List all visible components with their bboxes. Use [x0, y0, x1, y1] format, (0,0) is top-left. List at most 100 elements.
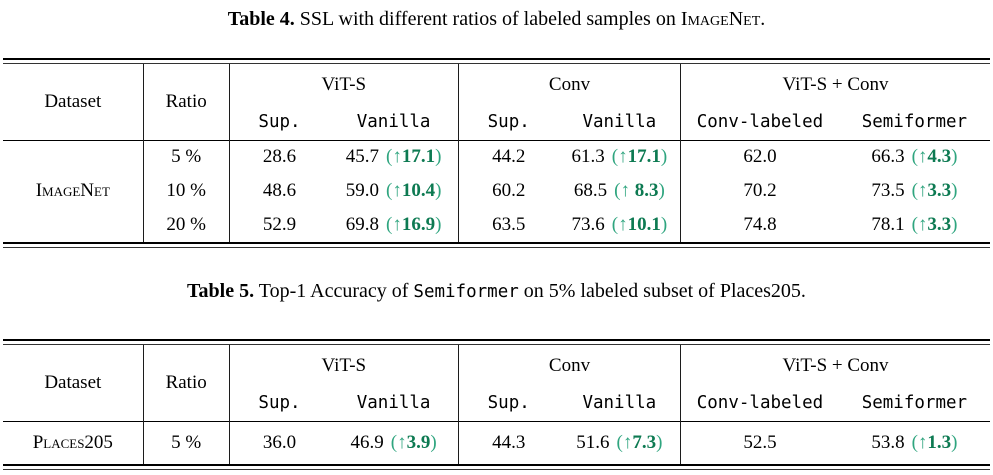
cell-vit-vanilla: 69.8 (↑16.9)	[329, 208, 459, 242]
column-header-conv-labeled: Conv-labeled	[696, 112, 824, 133]
value: 68.5	[573, 180, 608, 201]
cell-conv-sup: 44.2	[492, 146, 526, 168]
cell-vit-sup: 28.6	[262, 146, 297, 168]
column-header-conv-labeled: Conv-labeled	[696, 393, 824, 414]
table-row: 10 % 48.6 59.0 (↑10.4) 60.2 68.5 (↑ 8.3) 7…	[3, 174, 990, 208]
up-arrow-icon: ↑	[618, 214, 628, 235]
value: 53.8	[871, 431, 905, 453]
close-paren: )	[660, 146, 668, 168]
column-header-conv-vanilla: Vanilla	[558, 386, 682, 421]
close-paren: )	[430, 431, 437, 453]
value: 69.8	[345, 214, 380, 235]
table-4-top-rule	[3, 58, 990, 64]
table-5-caption-label: Table 5.	[187, 280, 255, 302]
open-paren: (	[911, 214, 918, 235]
table-4-header: Dataset Ratio ViT-S Conv ViT-S + Conv Su…	[3, 64, 990, 140]
close-paren: )	[951, 146, 958, 168]
close-paren: )	[656, 431, 663, 453]
column-header-vit-sup: Sup.	[258, 393, 301, 414]
cell-vit-sup: 48.6	[262, 180, 297, 201]
gain-value: 16.9	[401, 214, 436, 235]
close-paren: )	[951, 180, 958, 201]
column-header-conv-sup: Sup.	[487, 112, 530, 133]
close-paren: )	[435, 180, 442, 201]
cell-conv-labeled: 70.2	[743, 180, 777, 201]
table-5-caption-semiformer: Semiformer	[413, 282, 519, 302]
value: 78.1	[871, 214, 905, 235]
up-arrow-icon: ↑	[392, 180, 402, 201]
cell-ratio: 5 %	[143, 421, 230, 464]
gain-value: 17.1	[401, 146, 436, 168]
table-row: ImageNet 5 % 28.6 45.7 (↑17.1) 44.2 61.3(…	[3, 140, 990, 242]
table-4-grid: Dataset Ratio ViT-S Conv ViT-S + Conv Su…	[3, 64, 990, 242]
up-arrow-icon: ↑	[618, 146, 628, 168]
value: 73.6	[571, 214, 605, 235]
header-group-row: Dataset Ratio ViT-S Conv ViT-S + Conv	[3, 64, 990, 140]
cell-semiformer: 66.3 (↑4.3)	[839, 140, 990, 174]
open-paren: (	[390, 431, 398, 453]
cell-vit-sup: 36.0	[262, 431, 297, 453]
up-arrow-icon: ↑	[917, 214, 928, 235]
gain-value: 3.3	[927, 214, 952, 235]
column-header-vit-vanilla: Vanilla	[329, 105, 459, 140]
column-header-semiformer: Semiformer	[861, 393, 968, 414]
gain-value: 7.3	[632, 431, 657, 453]
open-paren: (	[386, 180, 393, 201]
column-header-ratio: Ratio	[143, 64, 230, 140]
cell-conv-labeled: 52.5	[743, 431, 777, 453]
open-paren: (	[611, 214, 619, 235]
gain-badge: (↑16.9)	[386, 214, 441, 235]
open-paren: (	[614, 180, 621, 201]
up-arrow-icon: ↑	[620, 180, 630, 201]
gain-badge: (↑17.1)	[612, 146, 667, 167]
cell-conv-sup: 44.3	[492, 431, 526, 453]
up-arrow-icon: ↑	[917, 431, 928, 453]
gain-badge: (↑1.3)	[912, 432, 958, 453]
column-header-semiformer: Semiformer	[861, 112, 968, 133]
gain-badge: (↑3.3)	[912, 180, 958, 201]
close-paren: )	[951, 431, 958, 453]
gain-badge: (↑7.3)	[616, 432, 662, 453]
table-5-caption-text: Top-1 Accuracy of	[258, 280, 414, 302]
gain-badge: (↑10.1)	[612, 214, 667, 235]
cell-conv-labeled: 62.0	[743, 146, 777, 168]
cell-semiformer: 73.5 (↑3.3)	[839, 174, 990, 208]
group-header-vits-conv: ViT-S + Conv	[782, 73, 889, 95]
column-header-conv-sup: Sup.	[487, 393, 530, 414]
table-4-body: ImageNet 5 % 28.6 45.7 (↑17.1) 44.2 61.3(…	[3, 140, 990, 242]
table-5-bottom-rule	[3, 464, 990, 470]
value: 46.9	[350, 431, 384, 453]
table-4: Dataset Ratio ViT-S Conv ViT-S + Conv Su…	[3, 58, 990, 248]
gain-value: 8.3	[629, 180, 659, 201]
close-paren: )	[658, 180, 665, 201]
up-arrow-icon: ↑	[397, 431, 407, 453]
up-arrow-icon: ↑	[917, 146, 928, 168]
gain-value: 3.3	[927, 180, 952, 201]
close-paren: )	[435, 214, 442, 235]
column-header-dataset: Dataset	[3, 64, 144, 140]
column-header-ratio: Ratio	[143, 345, 230, 421]
cell-conv-vanilla: 61.3 (↑17.1)	[558, 140, 682, 174]
value: 73.5	[871, 180, 905, 201]
gain-value: 17.1	[627, 146, 661, 168]
header-group-row: Dataset Ratio ViT-S Conv ViT-S + Conv	[3, 345, 990, 421]
cell-conv-labeled: 74.8	[743, 214, 777, 235]
cell-vit-vanilla: 46.9 (↑3.9)	[329, 421, 459, 464]
cell-conv-sup: 60.2	[492, 180, 526, 201]
up-arrow-icon: ↑	[392, 214, 402, 235]
column-header-conv-vanilla: Vanilla	[558, 105, 682, 140]
value: 51.6	[576, 431, 610, 453]
table-4-caption-period: .	[760, 8, 766, 30]
gain-badge: (↑4.3)	[912, 146, 958, 167]
close-paren: )	[435, 146, 442, 168]
table-row: Places205 5 % 36.0 46.9 (↑3.9) 44.3 51.6(…	[3, 421, 990, 464]
header-sub-row: Sup. Vanilla Sup. Vanilla Conv-labeled S…	[3, 105, 990, 140]
value: 45.7	[345, 146, 380, 168]
gain-value: 1.3	[927, 431, 952, 453]
table-5: Dataset Ratio ViT-S Conv ViT-S + Conv Su…	[3, 339, 990, 470]
cell-conv-vanilla: 73.6 (↑10.1)	[558, 208, 682, 242]
gain-badge: (↑10.4)	[386, 180, 441, 201]
table-5-body: Places205 5 % 36.0 46.9 (↑3.9) 44.3 51.6(…	[3, 421, 990, 464]
cell-vit-vanilla: 59.0 (↑10.4)	[329, 174, 459, 208]
close-paren: )	[951, 214, 958, 235]
